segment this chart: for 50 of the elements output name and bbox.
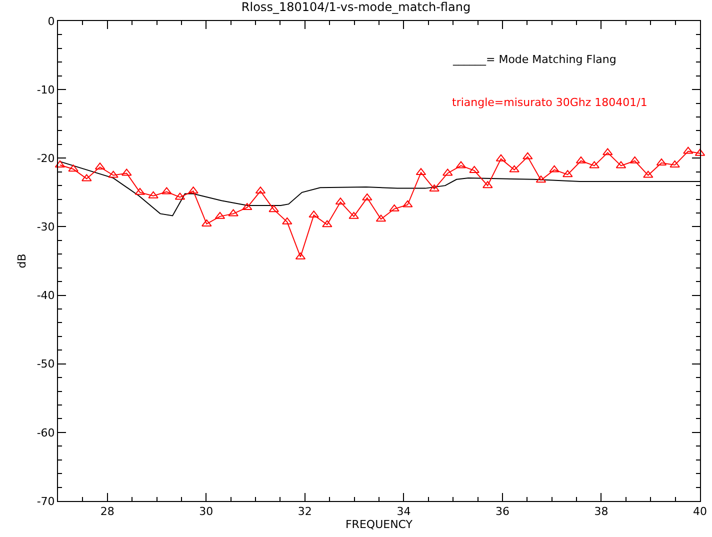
- point: [268, 205, 279, 212]
- x-axis-title: FREQUENCY: [345, 518, 413, 532]
- point: [389, 204, 400, 212]
- point: [308, 210, 319, 218]
- point: [242, 203, 252, 210]
- y-tick-label: -70: [36, 494, 55, 508]
- y-tick-label: -10: [36, 83, 55, 96]
- point: [469, 166, 480, 173]
- y-tick-label: -40: [36, 289, 55, 302]
- point: [589, 161, 600, 168]
- point: [162, 187, 172, 194]
- point: [602, 148, 613, 156]
- point: [549, 165, 560, 172]
- x-tick-label: 36: [495, 505, 510, 518]
- point: [322, 220, 332, 228]
- x-tick-label: 30: [199, 505, 214, 518]
- point: [108, 170, 118, 178]
- chart-title: Rloss_180104/1-vs-mode_match-flang: [241, 0, 471, 14]
- point: [522, 152, 533, 160]
- point: [148, 191, 158, 198]
- point: [509, 165, 520, 172]
- point: [442, 168, 453, 176]
- y-tick-label: 0: [48, 14, 55, 28]
- x-tick-label: 40: [693, 505, 707, 518]
- x-tick-label: 32: [298, 505, 312, 518]
- point: [402, 200, 413, 208]
- point: [482, 181, 493, 188]
- y-tick-label: -20: [36, 152, 55, 165]
- x-tick-label: 28: [100, 505, 114, 518]
- point: [683, 146, 694, 154]
- point: [202, 219, 212, 226]
- annotation: ______= Mode Matching Flang: [452, 53, 616, 66]
- y-tick-label: -30: [36, 220, 55, 234]
- point: [68, 164, 78, 172]
- point: [82, 174, 92, 182]
- point: [362, 193, 372, 200]
- annotation: triangle=misurato 30Ghz 180401/1: [452, 96, 648, 109]
- point: [348, 212, 359, 219]
- x-tick-label: 34: [396, 505, 411, 518]
- y-tick-label: -50: [36, 358, 55, 371]
- y-tick-label: -60: [36, 426, 55, 440]
- point: [188, 186, 198, 194]
- point: [562, 170, 573, 178]
- point: [228, 209, 238, 216]
- point: [282, 217, 292, 224]
- point: [630, 156, 640, 164]
- point: [122, 168, 132, 176]
- point: [643, 170, 654, 178]
- x-tick-label: 38: [594, 505, 608, 518]
- y-axis-title: dB: [15, 254, 28, 268]
